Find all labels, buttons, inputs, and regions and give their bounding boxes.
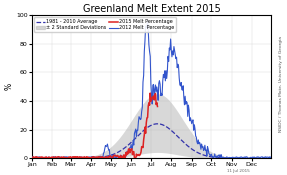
Legend: 1981 - 2010 Average, ± 2 Standard Deviations, 2015 Melt Percentage, 2012 Melt  P: 1981 - 2010 Average, ± 2 Standard Deviat…: [34, 17, 177, 32]
Text: 11 Jul 2015: 11 Jul 2015: [227, 169, 250, 173]
Y-axis label: %: %: [4, 83, 13, 90]
Title: Greenland Melt Extent 2015: Greenland Melt Extent 2015: [83, 4, 220, 14]
Text: NSIDC / Thomas Mote, University of Georgia: NSIDC / Thomas Mote, University of Georg…: [279, 36, 283, 132]
